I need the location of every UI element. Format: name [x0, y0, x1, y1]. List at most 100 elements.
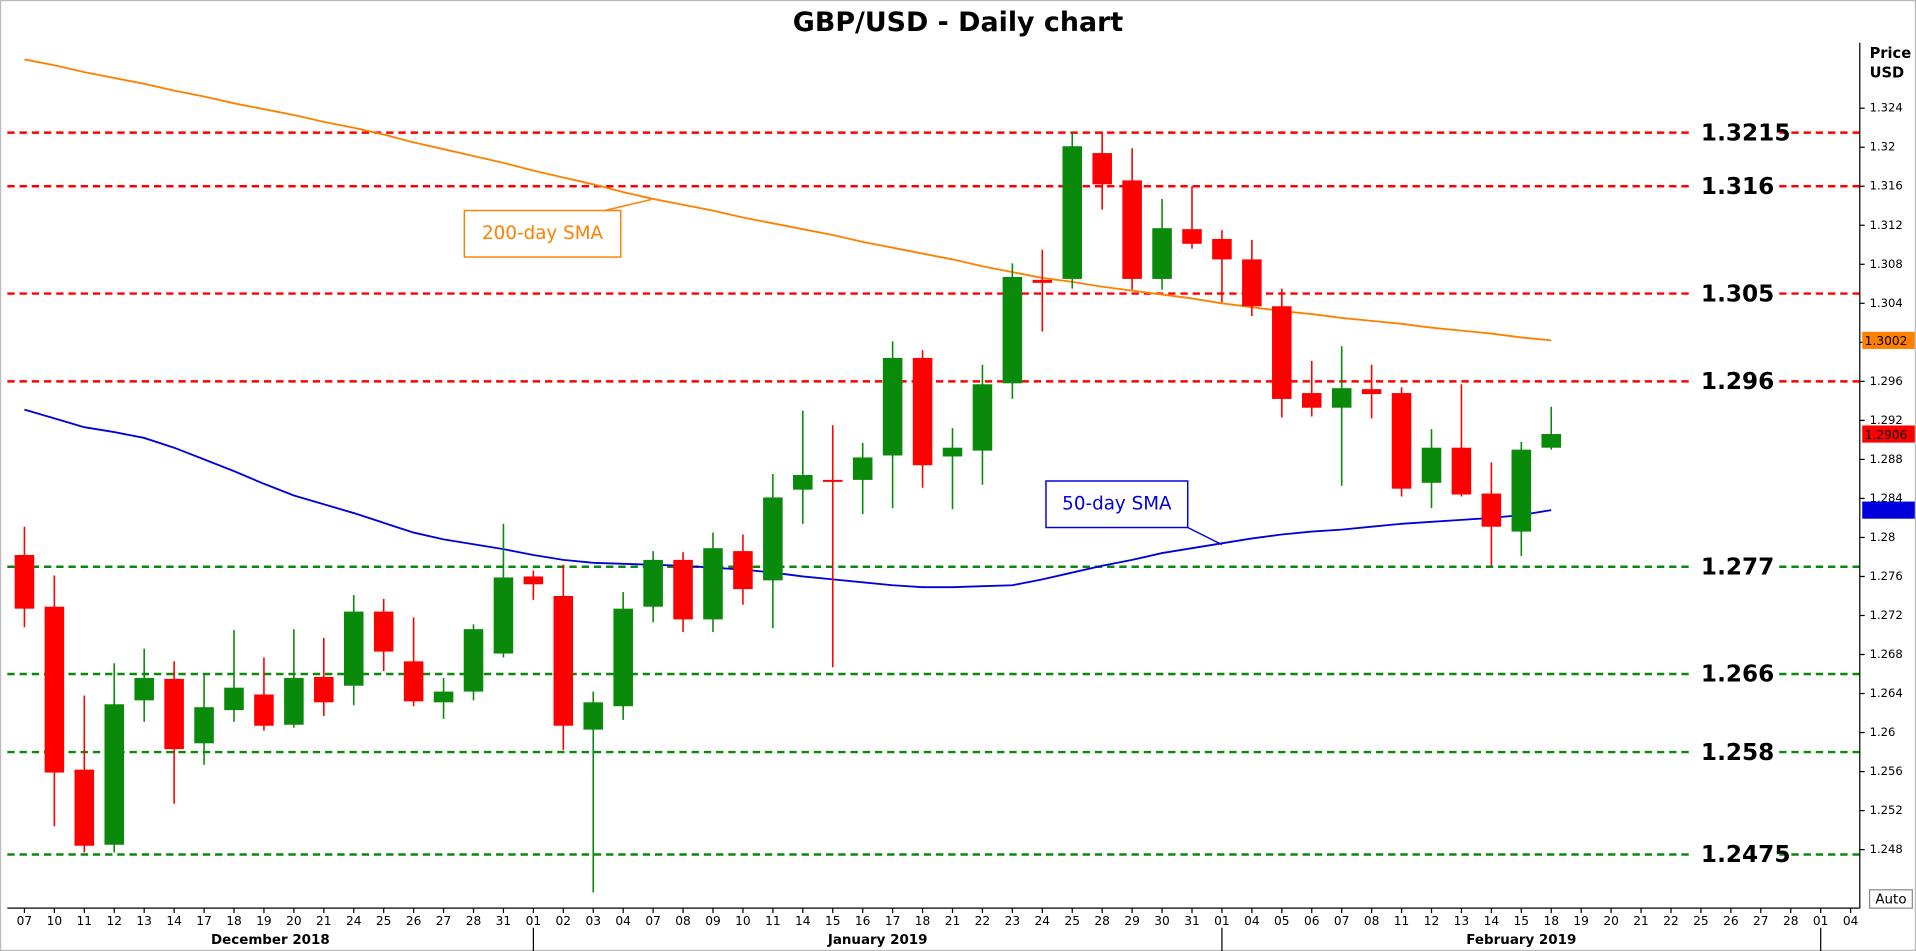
candles [14, 131, 1562, 893]
candle-body [284, 677, 304, 725]
level-label: 1.266 [1701, 661, 1774, 688]
sma-label: 200-day SMA [482, 223, 603, 244]
x-tick-label: 05 [1274, 914, 1290, 928]
x-tick-label: 22 [975, 914, 991, 928]
x-tick-label: 22 [1663, 914, 1679, 928]
x-tick-label: 04 [1843, 914, 1859, 928]
x-tick-label: 28 [1094, 914, 1110, 928]
x-tick-label: 31 [1184, 914, 1200, 928]
x-tick-label: 16 [855, 914, 871, 928]
x-tick-label: 04 [615, 914, 631, 928]
candle-body [134, 677, 154, 701]
x-tick-label: 25 [1064, 914, 1080, 928]
candle-body [1391, 393, 1412, 489]
sma-line [24, 58, 1552, 342]
auto-button[interactable] [1868, 889, 1913, 909]
candle-body [14, 555, 35, 609]
level-label: 1.3215 [1701, 119, 1791, 146]
candle-body [1002, 276, 1023, 384]
x-tick-label: 13 [136, 914, 152, 928]
candle-body [343, 611, 364, 686]
y-tick-label: 1.252 [1870, 803, 1903, 817]
x-tick-label: 27 [1753, 914, 1769, 928]
x-tick-label: 21 [945, 914, 961, 928]
x-tick-label: 27 [436, 914, 452, 928]
callout-box [1045, 480, 1189, 529]
candle-body [1361, 389, 1382, 395]
auto-button-label[interactable]: Auto [1875, 893, 1906, 908]
x-tick-label: 08 [675, 914, 691, 928]
x-tick-label: 21 [316, 914, 332, 928]
x-tick-label: 17 [885, 914, 901, 928]
x-tick-label: 18 [1543, 914, 1559, 928]
candle-body [74, 769, 95, 846]
level-label-bg [1693, 738, 1780, 766]
x-tick-label: 25 [376, 914, 392, 928]
x-tick-label: 12 [106, 914, 122, 928]
y-tick-label: 1.308 [1870, 257, 1903, 271]
x-tick-label: 08 [1364, 914, 1380, 928]
x-tick-label: 20 [1603, 914, 1619, 928]
level-label-bg [1693, 367, 1780, 395]
x-tick-label: 11 [1394, 914, 1410, 928]
candle-body [793, 475, 813, 490]
x-tick-label: 01 [1214, 914, 1230, 928]
candle-body [224, 687, 244, 711]
x-tick-label: 13 [1454, 914, 1470, 928]
x-tick-label: 18 [226, 914, 242, 928]
y-tick-label: 1.256 [1870, 764, 1903, 778]
x-tick-label: 20 [286, 914, 302, 928]
candle-body [733, 551, 753, 590]
candle-body [1272, 306, 1292, 399]
x-tick-label: 19 [256, 914, 272, 928]
candle-body [1331, 388, 1352, 408]
candle-body [673, 559, 693, 620]
y-tick-label: 1.32 [1870, 140, 1896, 154]
y-axis-label: Price [1870, 45, 1912, 62]
candle-body [1032, 279, 1053, 283]
sma-lines [24, 58, 1552, 589]
y-tick-label: 1.316 [1870, 179, 1903, 193]
x-tick-label: 28 [1783, 914, 1799, 928]
y-tick-label: 1.288 [1870, 452, 1903, 466]
month-label: January 2019 [827, 933, 928, 948]
candle-body [104, 704, 125, 845]
sma-line [24, 408, 1552, 589]
candle-body [613, 608, 633, 707]
candle-body [972, 384, 993, 451]
x-tick-label: 07 [17, 914, 33, 928]
x-tick-label: 19 [1573, 914, 1589, 928]
candle-body [822, 479, 843, 482]
x-tick-label: 25 [1693, 914, 1709, 928]
level-label-bg [1693, 280, 1780, 308]
x-tick-label: 01 [1813, 914, 1829, 928]
candle-body [1451, 447, 1472, 495]
candle-body [1062, 146, 1083, 279]
candle-body [44, 606, 65, 773]
last-value-tag [1862, 425, 1915, 443]
level-label: 1.296 [1701, 368, 1774, 395]
candle-body [254, 694, 274, 726]
level-label-bg [1693, 172, 1780, 200]
candle-body [763, 497, 783, 581]
month-label: December 2018 [211, 933, 330, 948]
candle-body [433, 691, 454, 703]
x-tick-label: 01 [526, 914, 542, 928]
y-tick-label: 1.312 [1870, 218, 1903, 232]
y-tick-label: 1.26 [1870, 725, 1896, 739]
candle-body [493, 577, 514, 654]
candle-body [882, 357, 903, 456]
candle-body [1182, 229, 1202, 244]
levels: 1.3215 1.316 1.305 1.296 1.277 1.266 1.258 1.24… [7, 119, 1860, 868]
x-tick-label: 15 [1514, 914, 1530, 928]
x-tick-label: 21 [1633, 914, 1649, 928]
month-label: February 2019 [1466, 933, 1576, 948]
callout-box [463, 209, 622, 258]
x-tick-label: 10 [47, 914, 63, 928]
level-label: 1.258 [1701, 739, 1774, 766]
x-tick-label: 31 [496, 914, 512, 928]
candle-body [583, 702, 604, 730]
x-tick-label: 10 [735, 914, 751, 928]
